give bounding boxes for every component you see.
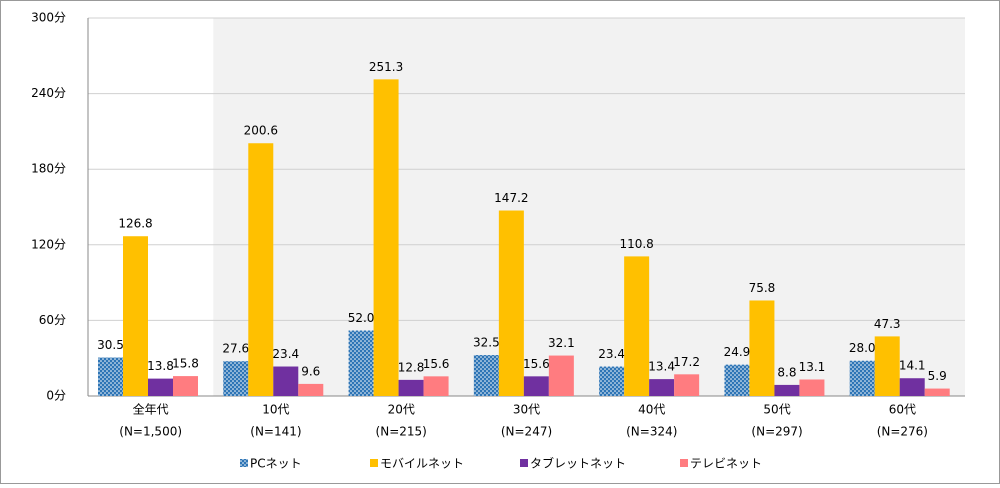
- x-tick-label: 10代: [262, 403, 289, 417]
- x-tick-label: 30代: [513, 403, 540, 417]
- x-tick-sublabel: (N=141): [250, 425, 301, 439]
- data-label: 5.9: [928, 369, 947, 383]
- data-label: 15.6: [423, 357, 450, 371]
- x-tick-sublabel: (N=324): [626, 425, 677, 439]
- x-tick-sublabel: (N=276): [877, 425, 928, 439]
- bar: [498, 210, 524, 396]
- bar: [148, 378, 173, 396]
- y-tick-label: 300分: [31, 11, 66, 25]
- data-label: 24.9: [724, 345, 751, 359]
- data-label: 52.0: [348, 311, 375, 325]
- x-tick-label: 40代: [638, 403, 665, 417]
- y-tick-label: 240分: [31, 86, 66, 100]
- x-tick-label: 全年代: [133, 402, 169, 417]
- data-label: 110.8: [619, 237, 653, 251]
- bar: [398, 379, 424, 396]
- data-label: 12.8: [398, 360, 425, 374]
- y-tick-label: 120分: [31, 237, 66, 251]
- data-label: 28.0: [849, 341, 876, 355]
- x-tick-sublabel: (N=247): [501, 425, 552, 439]
- legend-swatch: [520, 459, 528, 467]
- data-label: 13.1: [799, 360, 826, 374]
- legend-label: PCネット: [250, 457, 302, 471]
- bar: [799, 379, 825, 396]
- data-label: 30.5: [97, 338, 124, 352]
- x-tick-sublabel: (N=297): [751, 425, 802, 439]
- data-label: 47.3: [874, 317, 901, 331]
- plot-shade: [213, 18, 966, 396]
- data-label: 15.6: [523, 357, 550, 371]
- bar: [123, 236, 148, 396]
- bar: [473, 355, 499, 396]
- x-tick-sublabel: (N=1,500): [119, 425, 182, 439]
- data-label: 13.8: [147, 359, 174, 373]
- data-label: 23.4: [598, 347, 625, 361]
- bar: [273, 366, 299, 396]
- x-tick-sublabel: (N=215): [376, 425, 427, 439]
- data-label: 126.8: [118, 217, 152, 231]
- bar: [423, 376, 449, 396]
- bar: [98, 357, 123, 396]
- bar: [649, 379, 675, 396]
- data-label: 14.1: [899, 359, 926, 373]
- bar: [348, 330, 374, 396]
- data-label: 8.8: [777, 365, 796, 379]
- bar: [173, 376, 198, 396]
- data-label: 32.1: [548, 336, 575, 350]
- bar: [749, 300, 775, 396]
- bar: [523, 376, 549, 396]
- bar: [599, 366, 625, 396]
- bar: [899, 378, 925, 396]
- legend-swatch: [240, 459, 248, 467]
- bar: [548, 355, 574, 396]
- data-label: 251.3: [369, 60, 403, 74]
- bar: [874, 336, 900, 396]
- bar: [774, 384, 800, 396]
- data-label: 147.2: [494, 191, 528, 205]
- bar: [724, 364, 750, 396]
- legend-label: テレビネット: [690, 457, 762, 471]
- data-label: 23.4: [272, 347, 299, 361]
- data-label: 200.6: [244, 124, 278, 138]
- bar: [924, 388, 950, 396]
- data-label: 13.4: [648, 360, 675, 374]
- data-label: 32.5: [473, 336, 500, 350]
- x-tick-label: 60代: [889, 403, 916, 417]
- y-tick-label: 180分: [31, 162, 66, 176]
- x-tick-label: 20代: [388, 403, 415, 417]
- bar: [298, 383, 324, 396]
- bar: [248, 143, 274, 396]
- legend-label: モバイルネット: [380, 457, 464, 471]
- bar: [223, 361, 249, 396]
- x-tick-label: 50代: [763, 403, 790, 417]
- bar: [624, 256, 650, 396]
- data-label: 9.6: [301, 364, 320, 378]
- data-label: 27.6: [222, 342, 249, 356]
- legend-swatch: [680, 459, 688, 467]
- bar: [849, 360, 875, 396]
- y-tick-label: 60分: [39, 313, 66, 327]
- data-label: 15.8: [172, 357, 199, 371]
- data-label: 17.2: [673, 355, 700, 369]
- y-tick-label: 0分: [46, 389, 66, 403]
- legend-swatch: [370, 459, 378, 467]
- data-label: 75.8: [749, 281, 776, 295]
- bar: [373, 79, 399, 396]
- legend-label: タブレットネット: [530, 456, 626, 471]
- bar: [674, 374, 700, 396]
